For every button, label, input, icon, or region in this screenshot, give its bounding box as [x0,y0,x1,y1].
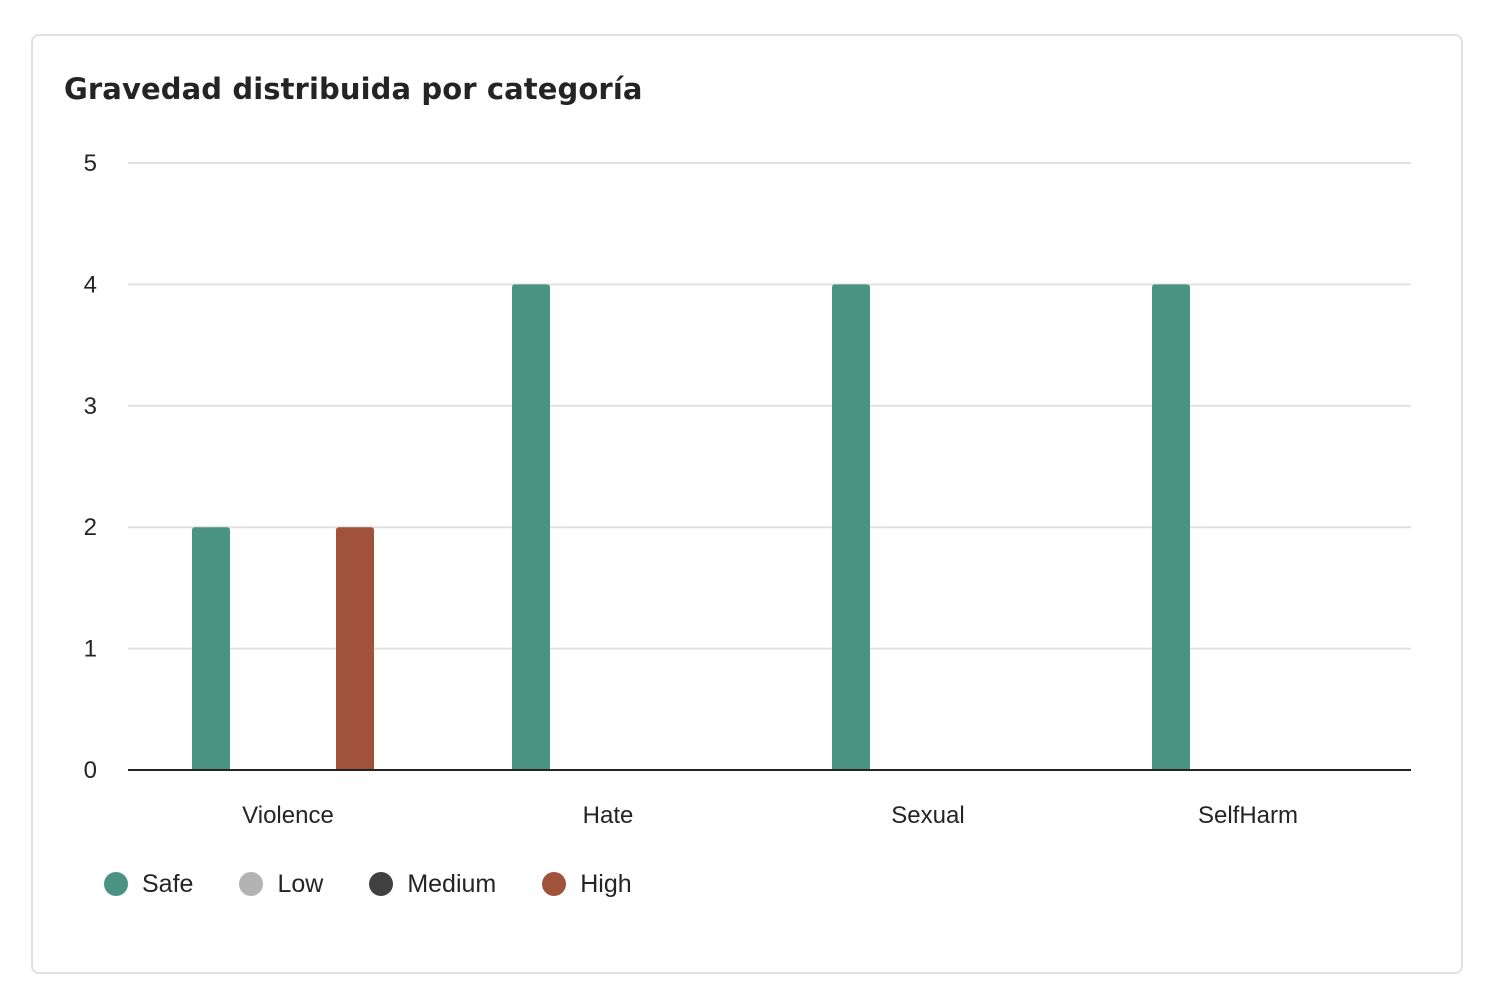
legend-label: High [580,869,632,898]
chart-card [31,34,1463,974]
legend-label: Low [277,869,324,898]
grid-lines [128,162,1411,650]
chart-title: Gravedad distribuida por categoría [64,72,643,106]
bar-hate-safe[interactable] [512,284,550,770]
x-tick-label-selfharm: SelfHarm [1198,802,1298,829]
bar-selfharm-safe[interactable] [1152,284,1190,770]
y-tick-label: 3 [84,393,97,420]
y-tick-label: 2 [84,514,97,541]
legend-item-medium[interactable]: Medium [369,870,496,899]
x-tick-label-hate: Hate [583,802,634,829]
legend-swatch [542,872,567,896]
legend-item-safe[interactable]: Safe [104,870,193,899]
y-axis-ticks: 0 1 2 3 4 5 [84,150,97,784]
y-tick-label: 0 [84,757,97,784]
bar-sexual-safe[interactable] [832,284,870,770]
legend-item-low[interactable]: Low [239,870,323,899]
y-tick-label: 4 [84,271,97,298]
y-tick-label: 5 [84,150,97,177]
x-tick-label-sexual: Sexual [891,802,964,829]
bar-violence-safe[interactable] [192,527,230,770]
y-tick-label: 1 [84,636,97,663]
legend-label: Safe [142,869,194,898]
bar-violence-high[interactable] [336,527,374,770]
bars [192,284,1190,770]
legend-swatch [104,872,128,896]
chart-legend: Safe Low Medium High [104,868,678,900]
x-axis-ticks: Violence Hate Sexual SelfHarm [242,802,1298,829]
legend-item-high[interactable]: High [542,869,632,899]
legend-swatch [369,872,394,896]
legend-label: Medium [407,869,497,898]
legend-swatch [239,872,264,896]
x-tick-label-violence: Violence [242,802,334,829]
